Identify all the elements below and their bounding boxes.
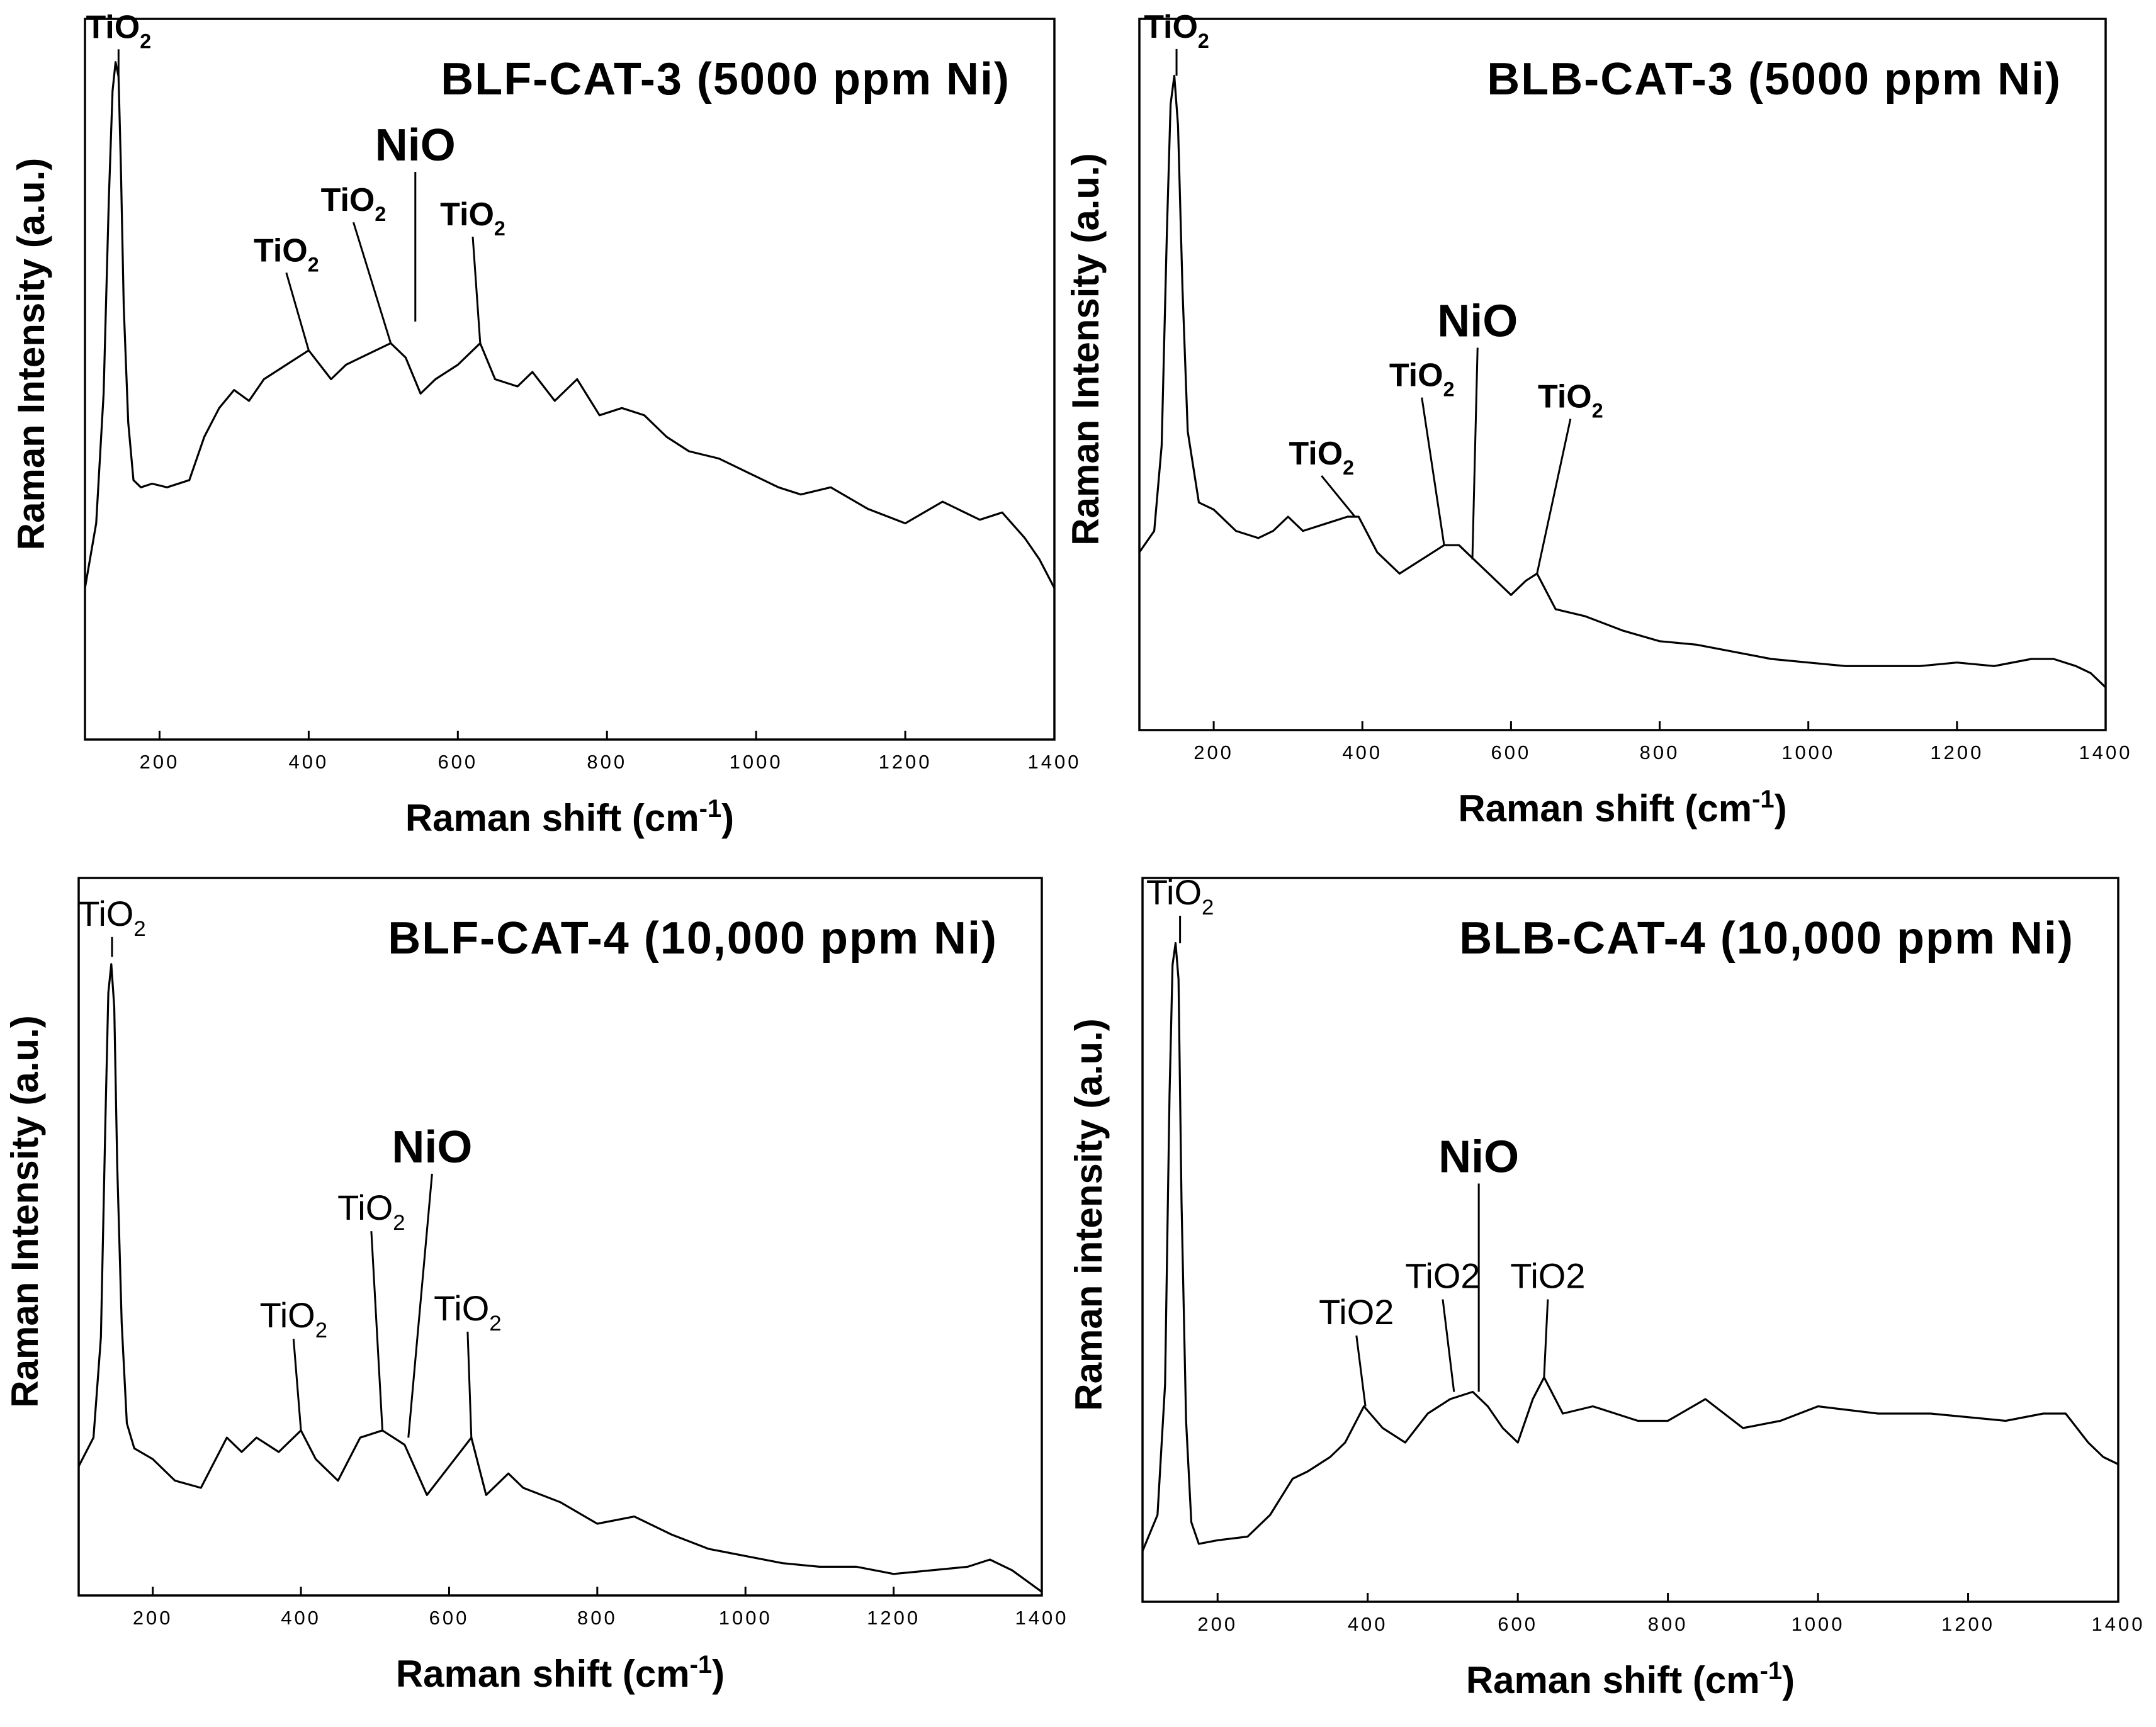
x-tick-label: 1400 [2092, 1613, 2145, 1635]
nio-pointer [407, 1173, 433, 1438]
chart-title: BLF-CAT-4 (10,000 ppm Ni) [388, 913, 998, 964]
spectrum-line [1141, 942, 2119, 1552]
tio2-label: TiO2 [434, 1288, 501, 1336]
plot-frame [1141, 877, 2119, 1603]
tio2-pointer [1543, 1299, 1549, 1378]
x-tick-label: 1000 [730, 751, 783, 773]
x-tick-label: 1400 [2079, 741, 2133, 763]
tio2-label: TiO2 [78, 894, 145, 941]
chart-title: BLF-CAT-3 (5000 ppm Ni) [441, 54, 1010, 104]
x-tick-label: 600 [437, 751, 478, 773]
x-tick-label: 800 [1648, 1613, 1688, 1635]
x-tick-label: 1200 [1941, 1613, 1995, 1635]
x-tick-label: 1200 [879, 751, 932, 773]
x-tick-label: 400 [1348, 1613, 1388, 1635]
tio2-label: TiO2 [337, 1188, 405, 1235]
tio2-label: TiO2 [1389, 357, 1455, 401]
y-axis-label: Raman intensity (a.u.) [1068, 1018, 1110, 1410]
x-tick-label: 1200 [867, 1607, 920, 1629]
x-tick-label: 1000 [719, 1607, 772, 1629]
x-tick-label: 200 [140, 751, 180, 773]
x-tick-label: 400 [289, 751, 329, 773]
x-tick-label: 1400 [1028, 751, 1081, 773]
plot-frame [77, 877, 1043, 1597]
x-tick-label: 1200 [1930, 741, 1984, 763]
tio2-pointer [1442, 1299, 1455, 1392]
x-axis-label: Raman shift (cm-1) [405, 795, 734, 839]
x-axis-label: Raman shift (cm-1) [1458, 785, 1786, 830]
y-axis-label: Raman Intensity (a.u.) [10, 158, 52, 550]
tio2-label: TiO2 [1319, 1292, 1394, 1332]
x-tick-label: 200 [133, 1607, 173, 1629]
tio2-label: TiO2 [1289, 436, 1354, 479]
tio2-pointer [353, 222, 392, 344]
tio2-pointer [471, 236, 482, 344]
chart-panel-3: 200 400 600 800 1000 1200 1400 BLF-CAT-4 (10,00… [4, 877, 1069, 1695]
tio2-label: TiO2 [1405, 1256, 1480, 1296]
chart-title: BLB-CAT-3 (5000 ppm Ni) [1487, 54, 2062, 104]
chart-title: BLB-CAT-4 (10,000 ppm Ni) [1459, 913, 2074, 964]
x-tick-label: 200 [1197, 1613, 1238, 1635]
tio2-pointer [292, 1339, 302, 1431]
x-tick-label: 800 [577, 1607, 618, 1629]
chart-panel-2: 200 400 600 800 1000 1200 1400 BLB-CAT-3 (5000 … [1064, 9, 2133, 830]
x-tick-label: 400 [281, 1607, 321, 1629]
tio2-label: TiO2 [321, 182, 387, 225]
chart-panel-1: 200 400 600 800 1000 1200 1400 BLF-CAT-3 (5000 … [10, 9, 1081, 839]
plot-frame [84, 18, 1056, 741]
x-tick-label: 1000 [1792, 1613, 1845, 1635]
tio2-label: TiO2 [1538, 379, 1603, 422]
x-tick-label: 800 [1640, 741, 1680, 763]
nio-label: NiO [1437, 296, 1518, 347]
x-axis-label: Raman shift (cm-1) [396, 1651, 725, 1695]
tio2-pointer [1421, 397, 1445, 546]
tio2-pointer [285, 272, 310, 351]
nio-pointer [1471, 347, 1479, 560]
y-axis-label: Raman Intensity (a.u.) [4, 1015, 46, 1407]
x-tick-label: 200 [1194, 741, 1234, 763]
nio-label: NiO [1438, 1132, 1519, 1183]
x-tick-label: 600 [429, 1607, 470, 1629]
tio2-label: TiO2 [260, 1295, 327, 1342]
tio2-pointer [1355, 1335, 1367, 1407]
tio2-pointer [1536, 419, 1572, 574]
spectrum-line [84, 61, 1056, 589]
spectrum-line [1138, 74, 2107, 689]
tio2-pointer [1321, 475, 1356, 517]
tio2-label: TiO2 [1510, 1256, 1585, 1296]
plot-frame [1138, 18, 2107, 731]
tio2-label: TiO2 [1144, 9, 1209, 52]
x-tick-label: 600 [1498, 1613, 1538, 1635]
nio-label: NiO [375, 120, 456, 171]
x-tick-label: 600 [1491, 741, 1532, 763]
chart-panel-4: 200 400 600 800 1000 1200 1400 BLB-CAT-4 (10,00… [1068, 872, 2145, 1701]
x-tick-label: 1000 [1781, 741, 1835, 763]
spectrum-line [77, 963, 1042, 1593]
tio2-label: TiO2 [86, 9, 151, 52]
tio2-pointer [466, 1331, 473, 1438]
tio2-label: TiO2 [1146, 872, 1214, 920]
tio2-pointer [370, 1231, 384, 1431]
x-tick-label: 1400 [1015, 1607, 1069, 1629]
x-tick-label: 800 [587, 751, 627, 773]
nio-label: NiO [392, 1122, 472, 1173]
tio2-label: TiO2 [254, 232, 319, 276]
x-axis-label: Raman shift (cm-1) [1466, 1657, 1795, 1701]
y-axis-label: Raman Intensity (a.u.) [1064, 153, 1107, 545]
x-tick-label: 400 [1342, 741, 1382, 763]
tio2-label: TiO2 [440, 196, 505, 240]
